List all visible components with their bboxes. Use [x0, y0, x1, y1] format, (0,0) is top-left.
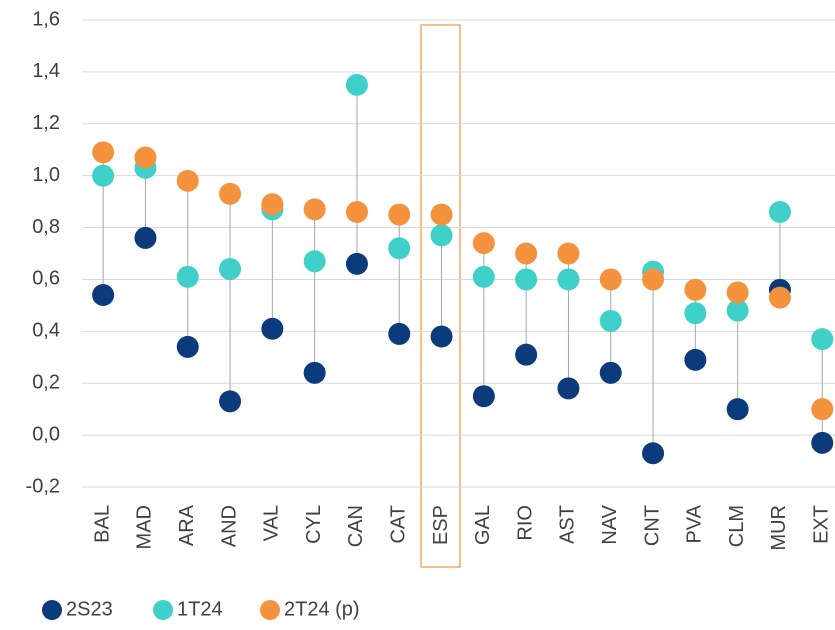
dot [134, 146, 157, 169]
x-tick-label: GAL [472, 505, 494, 545]
dot [557, 242, 580, 265]
dot [642, 442, 665, 465]
x-tick-label: CYL [303, 505, 325, 544]
dot [811, 328, 834, 351]
x-tick-label: MAD [134, 505, 156, 549]
dot [92, 284, 115, 307]
dot [345, 73, 368, 96]
y-tick-label: 0,2 [32, 372, 60, 394]
x-tick-label: PVA [684, 504, 706, 543]
x-tick-label: AND [218, 505, 240, 547]
y-tick-label: 1,4 [32, 60, 60, 82]
dot [642, 268, 665, 291]
dot [684, 348, 707, 371]
y-tick-label: 1,0 [32, 164, 60, 186]
dot [515, 242, 538, 265]
dot [430, 224, 453, 247]
y-tick-label: -0,2 [26, 475, 60, 497]
dot [176, 265, 199, 288]
dot [388, 237, 411, 260]
x-tick-label: RIO [514, 505, 536, 541]
legend-marker [260, 600, 280, 620]
dot [599, 268, 622, 291]
dot [768, 200, 791, 223]
dot [557, 377, 580, 400]
dot [472, 232, 495, 255]
highlight-box [420, 24, 461, 568]
x-tick-label: VAL [261, 505, 283, 541]
x-tick-label: CAN [345, 505, 367, 547]
dot [726, 398, 749, 421]
dot [557, 268, 580, 291]
dot [303, 250, 326, 273]
legend-label: 2S23 [66, 598, 113, 620]
y-tick-label: 0,6 [32, 268, 60, 290]
dot [219, 182, 242, 205]
x-tick-label: ARA [176, 504, 198, 546]
y-tick-label: 0,0 [32, 423, 60, 445]
x-tick-label: BAL [91, 505, 113, 543]
dot [726, 281, 749, 304]
dot [430, 203, 453, 226]
x-tick-label: ESP [430, 505, 452, 545]
x-tick-label: CNT [641, 505, 663, 546]
dot [515, 268, 538, 291]
y-tick-label: 0,4 [32, 320, 60, 342]
dot [684, 302, 707, 325]
dot [388, 322, 411, 345]
dot [811, 398, 834, 421]
dot [599, 361, 622, 384]
x-tick-label: CAT [388, 505, 410, 544]
dot [684, 278, 707, 301]
dot [768, 286, 791, 309]
dot [303, 198, 326, 221]
dot [219, 390, 242, 413]
dot [261, 193, 284, 216]
y-tick-label: 1,6 [32, 8, 60, 30]
dot [472, 385, 495, 408]
legend-marker [42, 600, 62, 620]
dot [92, 141, 115, 164]
y-tick-label: 1,2 [32, 112, 60, 134]
dot [599, 309, 622, 332]
dot [345, 200, 368, 223]
x-tick-label: EXT [811, 505, 833, 544]
dot [92, 164, 115, 187]
dot [345, 252, 368, 275]
legend-marker [153, 600, 173, 620]
dot [176, 335, 199, 358]
x-tick-label: CLM [726, 505, 748, 547]
dot [515, 343, 538, 366]
dot [176, 169, 199, 192]
dot [430, 325, 453, 348]
x-tick-label: NAV [599, 504, 621, 544]
dot [726, 299, 749, 322]
y-tick-label: 0,8 [32, 216, 60, 238]
dot [388, 203, 411, 226]
dot [134, 226, 157, 249]
dot [811, 431, 834, 454]
x-tick-label: MUR [768, 505, 790, 551]
dot [261, 317, 284, 340]
x-tick-label: AST [557, 505, 579, 544]
dot [303, 361, 326, 384]
legend-label: 1T24 [177, 598, 223, 620]
dot [219, 258, 242, 281]
dot [472, 265, 495, 288]
legend-label: 2T24 (p) [284, 598, 360, 620]
